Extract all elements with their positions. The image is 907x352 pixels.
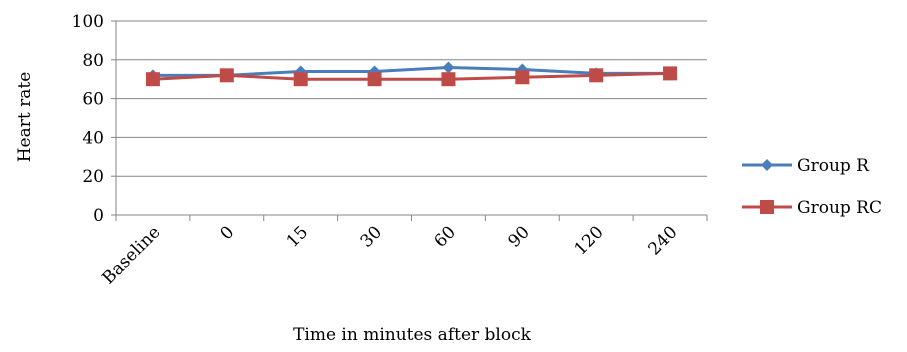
x-tick-label: 30	[357, 222, 386, 251]
x-tick-label: 0	[217, 222, 239, 244]
y-tick-label: 100	[72, 12, 104, 32]
axes	[111, 20, 708, 221]
data-point	[293, 72, 308, 87]
data-point	[219, 68, 234, 83]
y-tick-label: 20	[82, 167, 104, 187]
series-line-2	[152, 71, 671, 81]
data-point	[145, 72, 160, 87]
legend-item: Group R	[742, 156, 870, 176]
legend-label: Group RC	[797, 198, 882, 218]
data-point	[441, 72, 456, 87]
x-axis-title: Time in minutes after block	[293, 325, 532, 345]
legend-item: Group RC	[742, 198, 882, 218]
series	[145, 61, 678, 87]
data-point	[589, 68, 604, 83]
legend-marker	[760, 200, 774, 214]
y-tick-label: 80	[82, 51, 104, 71]
x-tick-label: 60	[431, 222, 460, 251]
y-tick-label: 40	[82, 128, 104, 148]
y-axis-title: Heart rate	[15, 72, 35, 163]
data-point	[367, 72, 382, 87]
x-tick-label: 90	[504, 222, 533, 251]
y-tick-label: 0	[93, 206, 104, 226]
legend-label: Group R	[797, 156, 870, 176]
x-tick-label: 240	[645, 222, 682, 259]
legend: Group R Group RC	[742, 156, 882, 218]
legend-marker	[761, 159, 773, 171]
gridlines	[116, 20, 707, 177]
x-tick-label: 120	[571, 222, 608, 259]
x-tick-label: Baseline	[99, 222, 165, 288]
y-tick-label: 60	[82, 90, 104, 110]
data-point	[442, 61, 455, 74]
data-point	[515, 70, 530, 85]
x-tick-label: 15	[283, 222, 312, 251]
data-point	[663, 66, 678, 81]
